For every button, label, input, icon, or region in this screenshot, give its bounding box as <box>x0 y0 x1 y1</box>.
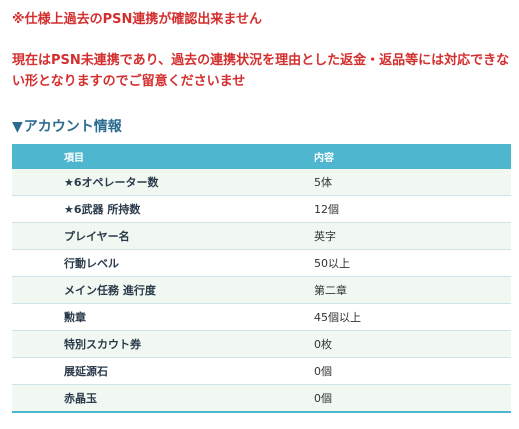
table-row: 勲章 45個以上 <box>12 303 511 331</box>
refund-policy-notice: 現在はPSN未連携であり、過去の連携状況を理由とした返金・返品等には対応できない… <box>12 53 510 89</box>
row-item-value: 0個 <box>314 384 511 413</box>
row-item-value: 5体 <box>314 169 511 196</box>
row-item-value: 英字 <box>314 222 511 250</box>
account-info-table: 項目 内容 ★6オペレーター数 5体 ★6武器 所持数 12個 プレイヤー名 英… <box>12 144 511 413</box>
table-row: 特別スカウト券 0枚 <box>12 330 511 358</box>
psn-warning-notice: ※仕様上過去のPSN連携が確認出来ません <box>12 12 263 27</box>
table-row: ★6オペレーター数 5体 <box>12 169 511 196</box>
table-row: メイン任務 進行度 第二章 <box>12 276 511 304</box>
table-row: プレイヤー名 英字 <box>12 222 511 250</box>
column-header-value: 内容 <box>314 144 511 169</box>
row-item-value: 12個 <box>314 195 511 223</box>
row-item-value: 0個 <box>314 357 511 385</box>
table-row: 赤晶玉 0個 <box>12 384 511 413</box>
row-item-value: 第二章 <box>314 276 511 304</box>
row-item-label: 赤晶玉 <box>12 384 314 413</box>
section-title: アカウント情報 <box>23 119 122 135</box>
row-item-label: 展延源石 <box>12 357 314 385</box>
row-item-label: プレイヤー名 <box>12 222 314 250</box>
row-item-label: 特別スカウト券 <box>12 330 314 358</box>
row-item-value: 50以上 <box>314 249 511 277</box>
row-item-label: ★6オペレーター数 <box>12 169 314 196</box>
table-row: 展延源石 0個 <box>12 357 511 385</box>
row-item-label: 行動レベル <box>12 249 314 277</box>
table-row: 行動レベル 50以上 <box>12 249 511 277</box>
table-row: ★6武器 所持数 12個 <box>12 195 511 223</box>
column-header-item: 項目 <box>12 144 314 169</box>
account-info-heading: ▼アカウント情報 <box>12 116 122 136</box>
row-item-value: 0枚 <box>314 330 511 358</box>
row-item-label: ★6武器 所持数 <box>12 195 314 223</box>
row-item-value: 45個以上 <box>314 303 511 331</box>
row-item-label: 勲章 <box>12 303 314 331</box>
row-item-label: メイン任務 進行度 <box>12 276 314 304</box>
table-header-row: 項目 内容 <box>12 144 511 169</box>
triangle-down-icon: ▼ <box>12 119 23 135</box>
